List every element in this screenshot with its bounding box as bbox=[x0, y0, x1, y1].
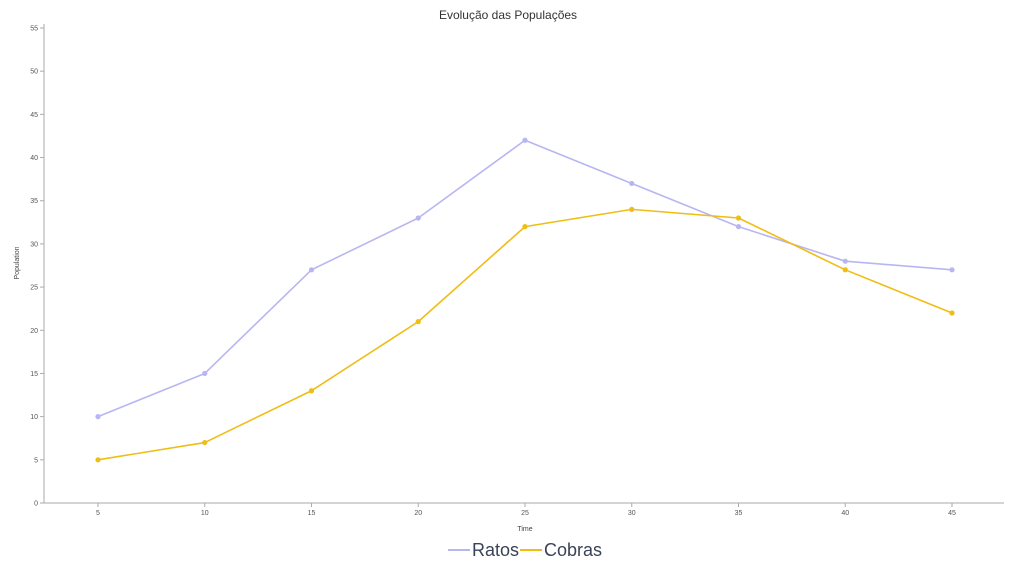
x-tick-label: 20 bbox=[414, 510, 422, 517]
data-point[interactable] bbox=[735, 224, 742, 230]
x-tick-label: 15 bbox=[308, 510, 316, 517]
data-point[interactable] bbox=[842, 267, 848, 273]
legend-item-cobras[interactable]: Cobras bbox=[520, 540, 602, 560]
y-tick-label: 30 bbox=[30, 241, 38, 248]
data-point[interactable] bbox=[735, 215, 742, 221]
x-tick-label: 35 bbox=[735, 510, 743, 517]
y-tick-label: 35 bbox=[30, 198, 38, 205]
x-tick-label: 25 bbox=[521, 510, 529, 517]
data-point[interactable] bbox=[308, 267, 315, 273]
data-point[interactable] bbox=[202, 439, 208, 446]
legend-item-ratos[interactable]: Ratos bbox=[448, 540, 519, 560]
x-tick-label: 40 bbox=[841, 510, 849, 517]
x-axis: 5 10 15 20 25 30 35 40 45 bbox=[44, 502, 1004, 517]
series-layer bbox=[95, 137, 955, 463]
data-point[interactable] bbox=[522, 137, 528, 143]
x-tick-label: 45 bbox=[948, 510, 956, 517]
data-point[interactable] bbox=[415, 319, 421, 325]
y-tick-label: 20 bbox=[30, 328, 38, 335]
legend[interactable]: Ratos Cobras bbox=[448, 540, 602, 560]
data-point[interactable] bbox=[202, 370, 208, 377]
legend-label: Ratos bbox=[472, 540, 519, 560]
data-point[interactable] bbox=[629, 206, 635, 212]
y-axis-title: Population bbox=[14, 246, 21, 279]
y-tick-label: 15 bbox=[30, 371, 38, 378]
series-line bbox=[97, 208, 953, 461]
y-tick-label: 40 bbox=[30, 155, 38, 162]
x-tick-label: 10 bbox=[201, 510, 209, 517]
data-point[interactable] bbox=[629, 180, 635, 187]
data-point[interactable] bbox=[95, 414, 101, 420]
y-tick-label: 0 bbox=[34, 501, 38, 508]
data-point[interactable] bbox=[308, 388, 315, 394]
y-tick-label: 25 bbox=[30, 285, 38, 292]
series-line bbox=[97, 139, 953, 418]
data-point[interactable] bbox=[95, 457, 101, 463]
y-tick-label: 10 bbox=[30, 414, 38, 421]
y-tick-label: 5 bbox=[34, 457, 38, 464]
x-tick-label: 5 bbox=[96, 510, 100, 517]
data-point[interactable] bbox=[949, 310, 955, 316]
data-point[interactable] bbox=[415, 215, 421, 221]
y-axis: 0 5 10 15 20 25 30 35 40 45 50 55 bbox=[30, 24, 45, 508]
legend-label: Cobras bbox=[544, 540, 602, 560]
y-tick-label: 50 bbox=[30, 69, 38, 76]
x-tick-label: 30 bbox=[628, 510, 636, 517]
series-cobras bbox=[95, 206, 955, 463]
x-axis-title: Time bbox=[517, 526, 532, 533]
data-point[interactable] bbox=[522, 224, 528, 230]
y-tick-label: 55 bbox=[30, 26, 38, 33]
y-tick-label: 45 bbox=[30, 112, 38, 119]
data-point[interactable] bbox=[949, 267, 955, 273]
series-ratos bbox=[95, 137, 955, 420]
chart-title: Evolução das Populações bbox=[439, 8, 577, 22]
data-point[interactable] bbox=[842, 258, 848, 264]
